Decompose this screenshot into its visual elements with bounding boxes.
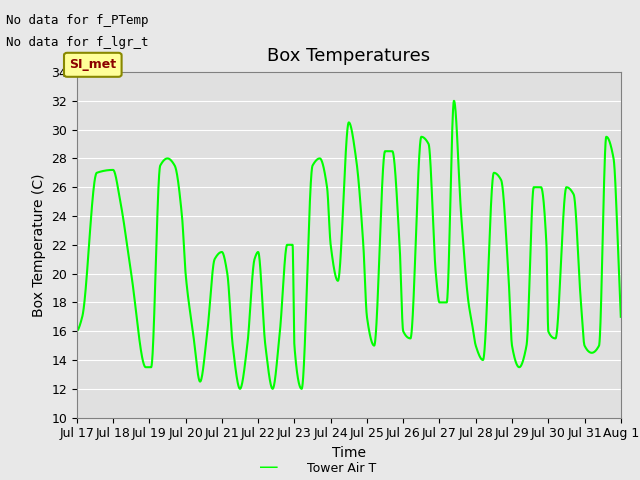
Text: Tower Air T: Tower Air T — [307, 461, 376, 475]
Y-axis label: Box Temperature (C): Box Temperature (C) — [31, 173, 45, 316]
X-axis label: Time: Time — [332, 446, 366, 460]
Title: Box Temperatures: Box Temperatures — [268, 47, 430, 65]
Text: No data for f_PTemp: No data for f_PTemp — [6, 14, 149, 27]
Text: No data for f_lgr_t: No data for f_lgr_t — [6, 36, 149, 49]
Text: SI_met: SI_met — [69, 58, 116, 72]
Text: —: — — [259, 458, 278, 478]
Legend:  — [344, 478, 354, 480]
